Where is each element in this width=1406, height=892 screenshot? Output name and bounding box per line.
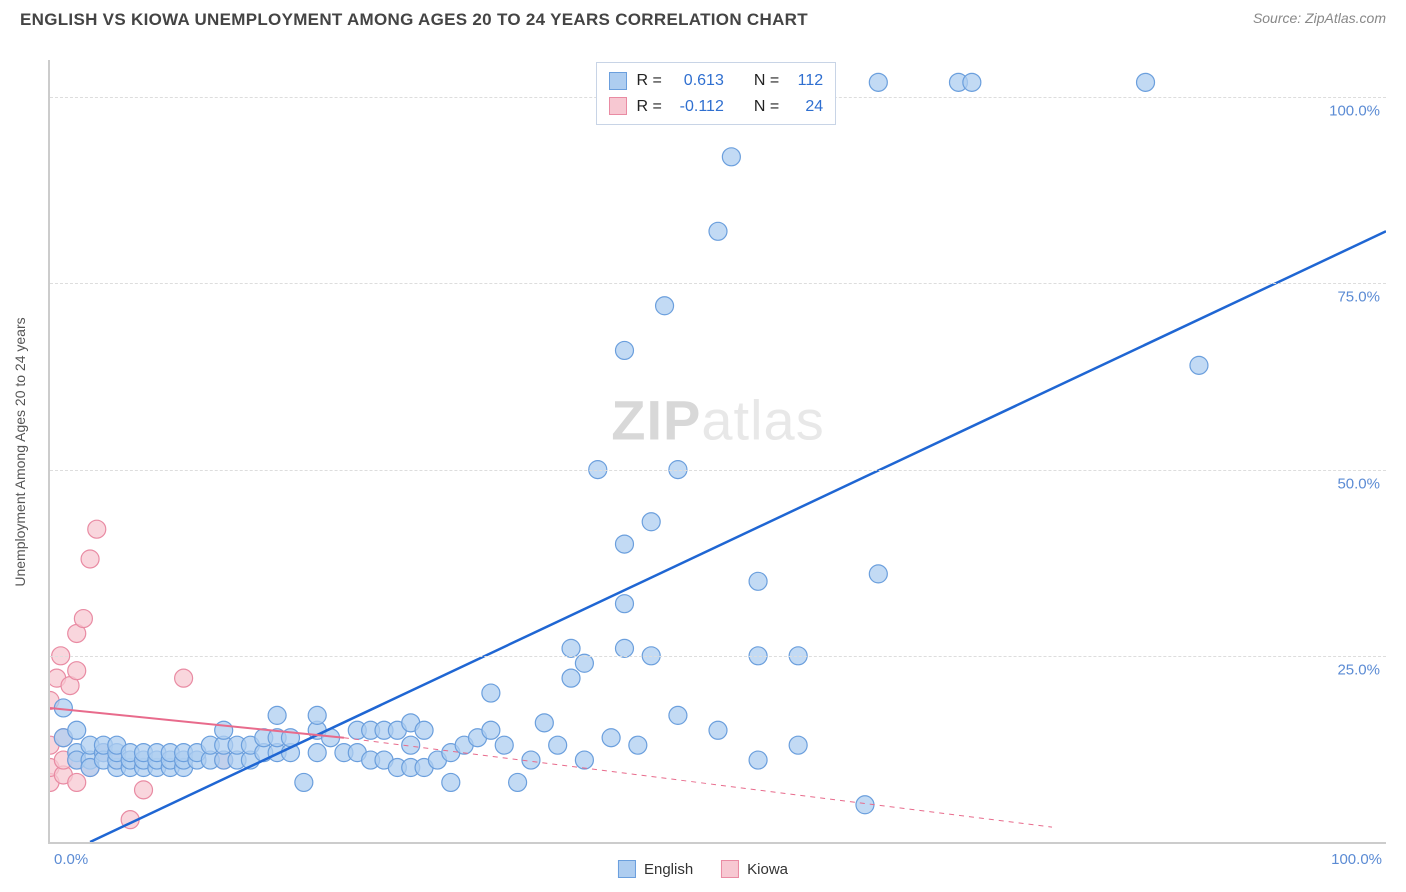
legend-swatch-kiowa — [721, 860, 739, 878]
stats-n-label: N = — [754, 94, 779, 120]
y-axis-label: Unemployment Among Ages 20 to 24 years — [12, 317, 28, 586]
y-tick-label: 100.0% — [1329, 103, 1380, 120]
stats-n-value: 24 — [789, 94, 823, 120]
x-tick-left: 0.0% — [54, 851, 88, 868]
stats-r-label: R = — [637, 68, 662, 94]
bottom-legend: English Kiowa — [618, 860, 788, 878]
legend-item-kiowa: Kiowa — [721, 860, 788, 878]
plot-svg — [50, 60, 1386, 842]
stats-r-value: 0.613 — [672, 68, 724, 94]
stats-swatch — [609, 97, 627, 115]
y-tick-label: 75.0% — [1337, 289, 1380, 306]
stats-legend-box: R = 0.613 N = 112 R = -0.112 N = 24 — [596, 62, 837, 125]
legend-label-kiowa: Kiowa — [747, 861, 788, 878]
legend-swatch-english — [618, 860, 636, 878]
source-label: Source: ZipAtlas.com — [1253, 10, 1386, 26]
legend-item-english: English — [618, 860, 693, 878]
stats-row: R = -0.112 N = 24 — [609, 94, 824, 120]
stats-r-value: -0.112 — [672, 94, 724, 120]
legend-label-english: English — [644, 861, 693, 878]
chart-title: ENGLISH VS KIOWA UNEMPLOYMENT AMONG AGES… — [20, 10, 808, 30]
stats-n-value: 112 — [789, 68, 823, 94]
stats-r-label: R = — [637, 94, 662, 120]
stats-swatch — [609, 72, 627, 90]
chart-area: Unemployment Among Ages 20 to 24 years Z… — [48, 60, 1386, 844]
stats-n-label: N = — [754, 68, 779, 94]
x-tick-right: 100.0% — [1331, 851, 1382, 868]
stats-row: R = 0.613 N = 112 — [609, 68, 824, 94]
y-tick-label: 50.0% — [1337, 475, 1380, 492]
scatter-plot: ZIPatlas 25.0%50.0%75.0%100.0%0.0%100.0% — [48, 60, 1386, 844]
y-tick-label: 25.0% — [1337, 661, 1380, 678]
